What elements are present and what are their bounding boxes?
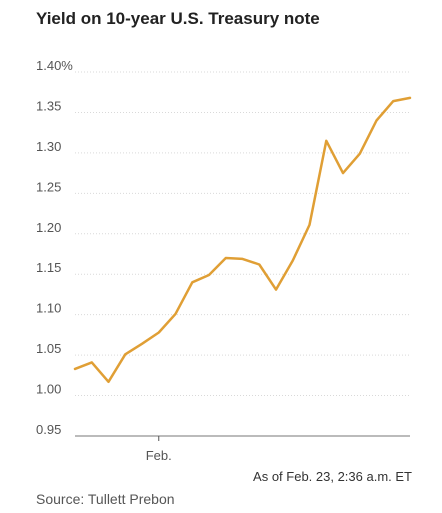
y-tick-label: 1.20 xyxy=(36,220,61,235)
y-tick-label: 1.25 xyxy=(36,179,61,194)
x-tick-label-feb: Feb. xyxy=(146,448,172,463)
y-tick-label: 1.40% xyxy=(36,58,73,73)
y-tick-label: 1.05 xyxy=(36,341,61,356)
yield-chart: 1.40% 1.35 1.30 1.25 1.20 1.15 1.10 1.05 1.00 0.9… xyxy=(36,58,412,463)
y-tick-label: 1.15 xyxy=(36,260,61,275)
y-tick-label: 0.95 xyxy=(36,422,61,437)
y-tick-label: 1.35 xyxy=(36,98,61,113)
y-tick-label: 1.00 xyxy=(36,382,61,397)
chart-title: Yield on 10-year U.S. Treasury note xyxy=(36,9,320,28)
source-note: Source: Tullett Prebon xyxy=(36,491,175,507)
y-tick-label: 1.30 xyxy=(36,139,61,154)
gridlines xyxy=(75,71,410,397)
y-axis-labels: 1.40% 1.35 1.30 1.25 1.20 1.15 1.10 1.05 1.00 0.9… xyxy=(36,58,73,437)
y-tick-label: 1.10 xyxy=(36,301,61,316)
series-line xyxy=(73,96,412,384)
as-of-note: As of Feb. 23, 2:36 a.m. ET xyxy=(253,469,412,484)
